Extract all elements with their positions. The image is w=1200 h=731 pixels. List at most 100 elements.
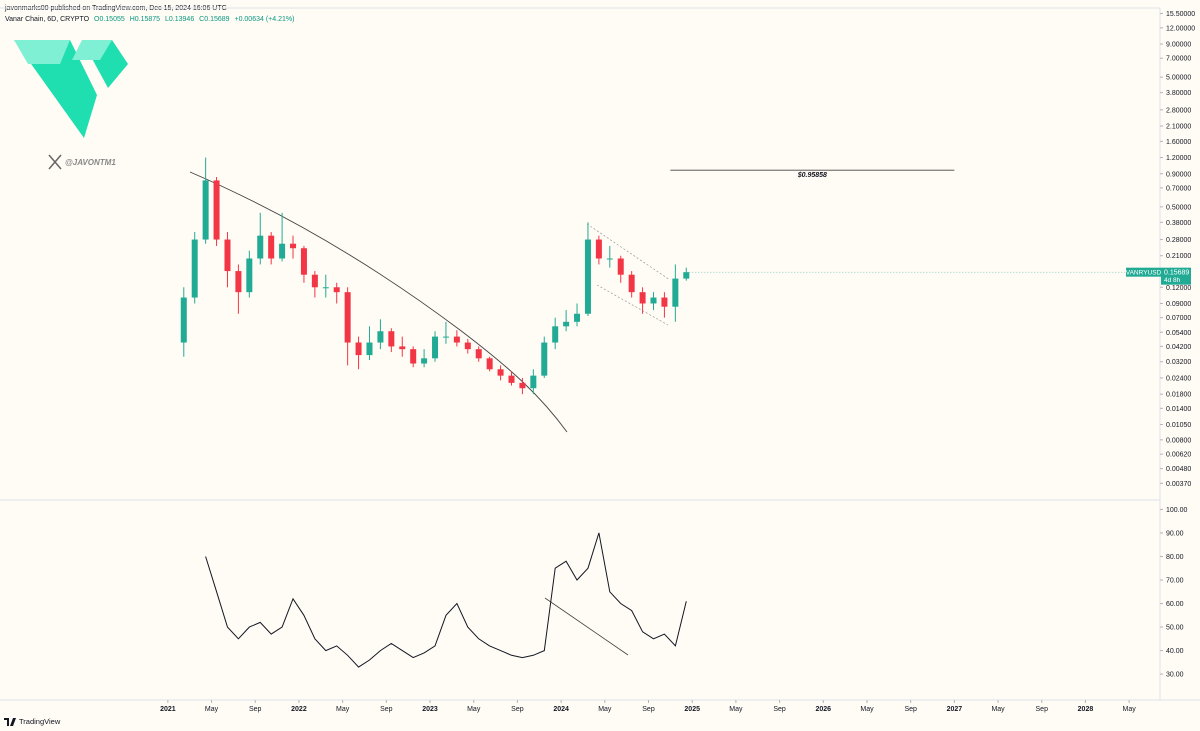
y-tick-label: 60.00 (1166, 601, 1184, 608)
footer-text: TradingView (19, 717, 61, 726)
x-tick-label: May (860, 706, 874, 713)
candle-body (661, 297, 668, 307)
y-tick-label: 0.01800 (1166, 392, 1191, 399)
candle-body (628, 274, 635, 293)
candle-body (563, 321, 570, 327)
symbol-tag (1126, 267, 1161, 277)
logo-shape (72, 40, 112, 60)
candle-body (257, 235, 264, 259)
candle-body (508, 375, 515, 383)
candle-body (311, 274, 318, 288)
x-tick-label: May (729, 706, 743, 713)
logo-shape (14, 40, 97, 138)
y-tick-label: 0.50000 (1166, 204, 1191, 211)
x-tick-label: May (205, 706, 219, 713)
footer-logo (4, 717, 16, 726)
candle-body (574, 313, 581, 322)
candle-body (639, 292, 646, 304)
candle-body (246, 258, 253, 293)
y-tick-label: 0.07000 (1166, 315, 1191, 322)
ohlc: C0.15689 (199, 16, 230, 23)
candle-body (235, 271, 242, 293)
candle-body (366, 342, 373, 356)
y-tick-label: 5.00000 (1166, 75, 1191, 82)
channel-line (586, 223, 671, 326)
candle-body (650, 297, 657, 304)
candle-body (584, 239, 591, 314)
candle-body (552, 326, 559, 343)
candle-body (497, 369, 504, 376)
x-logo-stroke (48, 154, 62, 170)
x-tick-label: 2025 (684, 706, 700, 713)
footer: TradingView (4, 717, 60, 726)
candle-body (442, 336, 449, 338)
candle-body (388, 331, 395, 347)
candle-body (453, 336, 460, 343)
candle-body (486, 358, 493, 370)
trendline (189, 171, 568, 433)
level-label: $0.95858 (797, 172, 827, 179)
y-tick-label: 0.02400 (1166, 375, 1191, 382)
countdown-text: 4d 8h (1164, 277, 1181, 284)
price-tag (1161, 267, 1191, 285)
logo (14, 40, 128, 138)
y-tick-label: 12.00000 (1166, 25, 1195, 32)
x-tick-label: 2028 (1078, 706, 1094, 713)
symbol: Vanar Chain, 6D, CRYPTO (5, 16, 90, 23)
y-tick-label: 7.00000 (1166, 56, 1191, 63)
ohlc: +0.00634 (+4.21%) (234, 16, 295, 23)
y-tick-label: 0.00370 (1166, 481, 1191, 488)
logo-shape (14, 40, 70, 64)
symbol-tag-text: VANRYUSD (1126, 270, 1162, 277)
candle-body (541, 342, 548, 376)
candle-body (432, 336, 439, 359)
rsi-line (205, 532, 687, 668)
candle-body (224, 239, 231, 272)
x-tick-label: May (991, 706, 1005, 713)
candle-body (300, 248, 307, 275)
candle-body (464, 342, 471, 350)
candle-body (344, 292, 351, 343)
y-tick-label: 0.28000 (1166, 237, 1191, 244)
candle-body (377, 331, 384, 343)
y-tick-label: 0.01400 (1166, 406, 1191, 413)
x-logo (48, 154, 62, 170)
y-tick-label: 0.12000 (1166, 285, 1191, 292)
chart: @JAVONTM1 2021 May Sep 2022 May Sep 2023 May Sep… (0, 7, 1200, 713)
y-tick-label: 0.38000 (1166, 220, 1191, 227)
ohlc: O0.15055 (94, 16, 125, 23)
symbol-line: Vanar Chain, 6D, CRYPTO O0.15055 H0.1587… (5, 14, 294, 25)
y-tick-label: 2.80000 (1166, 107, 1191, 114)
candle-body (683, 272, 690, 279)
candle-body (410, 349, 417, 364)
candle-body (290, 243, 297, 249)
candle-body (595, 239, 602, 259)
candle-body (202, 180, 209, 240)
y-tick-label: 0.90000 (1166, 171, 1191, 178)
y-tick-label: 50.00 (1166, 625, 1184, 632)
y-tick-label: 80.00 (1166, 554, 1184, 561)
x-tick-label: May (336, 706, 350, 713)
x-tick-label: 2023 (422, 706, 438, 713)
x-tick-label: Sep (773, 706, 786, 713)
candle-body (268, 235, 275, 259)
candle-body (322, 287, 329, 289)
x-tick-label: 2027 (947, 706, 963, 713)
y-tick-label: 3.80000 (1166, 90, 1191, 97)
candle-body (191, 239, 198, 298)
x-tick-label: 2022 (291, 706, 307, 713)
y-tick-label: 100.00 (1166, 507, 1188, 514)
candle-body (333, 287, 340, 293)
plot-layer: 2021 May Sep 2022 May Sep 2023 May Sep 2024 May Sep… (160, 11, 1195, 713)
x-tick-label: May (467, 706, 481, 713)
y-tick-label: 0.09000 (1166, 301, 1191, 308)
candle-body (617, 258, 624, 275)
x-tick-label: Sep (642, 706, 655, 713)
y-tick-label: 0.21000 (1166, 253, 1191, 260)
x-tick-label: Sep (511, 706, 524, 713)
y-tick-label: 0.03200 (1166, 359, 1191, 366)
y-tick-label: 40.00 (1166, 648, 1184, 655)
y-tick-label: 1.20000 (1166, 155, 1191, 162)
x-tick-label: 2021 (160, 706, 176, 713)
